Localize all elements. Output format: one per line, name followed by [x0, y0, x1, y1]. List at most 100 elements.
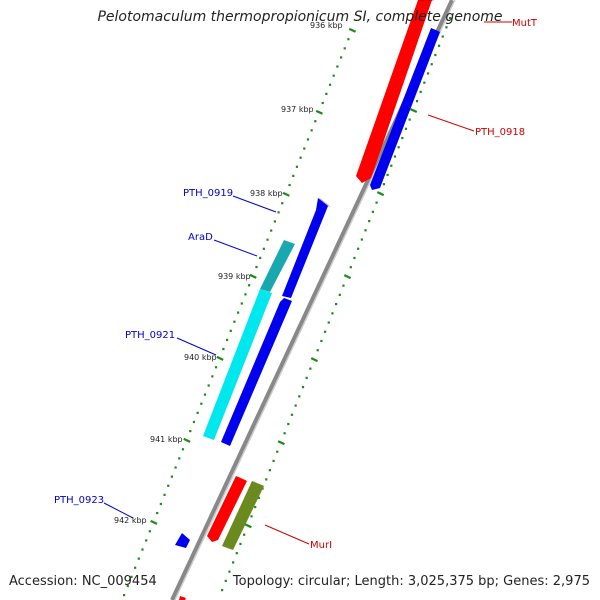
inner-tick-mark [298, 395, 301, 398]
outer-tick-mark [348, 27, 357, 33]
gene-pth-0920[interactable] [221, 298, 295, 446]
pth-0923-leader [103, 502, 134, 519]
outer-tick-mark [237, 311, 240, 314]
outer-tick-mark [148, 530, 151, 533]
gene-arad[interactable] [260, 240, 295, 292]
gene-label-arad[interactable]: AraD [188, 232, 213, 243]
inner-tick-mark [305, 376, 308, 380]
inner-tick-mark [277, 440, 285, 446]
inner-tick-mark [401, 136, 404, 140]
outer-tick-mark [303, 147, 306, 150]
outer-tick-mark [315, 109, 323, 115]
outer-tick-mark [255, 265, 258, 269]
pth-0919-leader [232, 195, 277, 213]
tick-marks [123, 17, 452, 597]
outer-tick-mark [141, 548, 144, 551]
inner-tick-mark [371, 210, 374, 213]
gene-label-pth-0919[interactable]: PTH_0919 [183, 188, 233, 199]
map-title: Pelotomaculum thermopropionicum SI, comp… [97, 9, 503, 25]
inner-tick-mark [228, 570, 231, 573]
outer-tick-mark [174, 466, 177, 469]
gene-pth-0923[interactable] [175, 533, 190, 548]
outer-tick-mark [163, 493, 166, 496]
inner-tick-mark [224, 579, 227, 582]
tick-label-940: 940 kbp [184, 353, 217, 362]
inner-tick-mark [408, 118, 411, 121]
outer-tick-mark [130, 575, 133, 578]
inner-tick-mark [244, 523, 252, 529]
accession-text: Accession: NC_009454 [9, 574, 157, 589]
inner-tick-mark [301, 386, 305, 389]
label-leaders [103, 21, 512, 545]
outer-tick-mark [207, 384, 210, 387]
inner-tick-mark [375, 201, 378, 204]
pth-0918-leader [427, 114, 475, 132]
inner-tick-mark [294, 404, 297, 407]
tick-label-942: 942 kbp [114, 516, 147, 525]
gene-label-mutt[interactable]: MutT [512, 18, 538, 29]
outer-tick-mark [170, 475, 174, 478]
gene-pth-0918[interactable] [370, 28, 443, 190]
muri-leader [264, 524, 310, 545]
inner-tick-mark [320, 339, 323, 343]
inner-tick-mark [250, 515, 253, 518]
outer-tick-mark [189, 429, 192, 433]
inner-tick-mark [272, 459, 275, 463]
gene-label-pth-0923[interactable]: PTH_0923 [54, 495, 104, 506]
inner-tick-mark [409, 108, 418, 114]
outer-tick-mark [192, 420, 196, 424]
inner-tick-mark [437, 44, 441, 47]
outer-tick-mark [281, 202, 284, 205]
outer-tick-mark [233, 320, 236, 323]
gene-pth-0924[interactable] [207, 476, 250, 542]
inner-tick-mark [327, 321, 330, 324]
inner-tick-mark [390, 164, 393, 167]
inner-tick-mark [342, 284, 345, 287]
gene-label-muri[interactable]: MurI [310, 540, 332, 551]
tick-label-936: 936 kbp [310, 21, 343, 30]
outer-tick-mark [248, 284, 251, 287]
inner-tick-mark [316, 349, 319, 352]
inner-tick-mark [287, 422, 290, 426]
gene-mutt[interactable] [356, 0, 435, 183]
inner-tick-mark [393, 155, 397, 158]
inner-tick-mark [254, 505, 257, 509]
tick-label-939: 939 kbp [218, 272, 251, 281]
inner-tick-mark [445, 26, 448, 29]
genome-summary-text: Topology: circular; Length: 3,025,375 bp… [232, 574, 590, 589]
inner-tick-mark [360, 238, 363, 241]
outer-tick-mark [262, 247, 265, 250]
inner-tick-mark [382, 183, 386, 186]
outer-tick-mark [200, 402, 203, 405]
inner-tick-mark [426, 72, 430, 75]
inner-tick-mark [404, 127, 408, 130]
outer-tick-mark [229, 329, 232, 332]
gene-fragment-bottom[interactable] [179, 596, 186, 600]
gene-pth-0919[interactable] [282, 198, 331, 298]
outer-tick-mark [277, 211, 280, 214]
outer-tick-mark [123, 594, 126, 597]
outer-tick-mark [225, 338, 229, 342]
outer-tick-mark [288, 183, 291, 187]
inner-tick-mark [368, 219, 371, 223]
gene-muri[interactable] [222, 481, 267, 550]
inner-tick-mark [338, 293, 341, 296]
outer-tick-mark [295, 165, 299, 168]
outer-tick-mark [137, 557, 140, 560]
inner-tick-mark [221, 589, 224, 592]
outer-tick-mark [203, 393, 207, 396]
inner-tick-mark [357, 247, 360, 250]
inner-tick-mark [257, 496, 260, 499]
outer-tick-mark [314, 120, 317, 123]
outer-tick-mark [306, 138, 310, 141]
gene-label-pth-0918[interactable]: PTH_0918 [475, 127, 525, 138]
outer-tick-mark [249, 273, 257, 279]
gene-pth-0921[interactable] [203, 289, 275, 440]
outer-tick-mark [336, 65, 339, 68]
inner-tick-mark [268, 469, 272, 472]
gene-label-pth-0921[interactable]: PTH_0921 [125, 330, 175, 341]
inner-tick-mark [290, 413, 294, 416]
outer-tick-mark [328, 83, 332, 86]
